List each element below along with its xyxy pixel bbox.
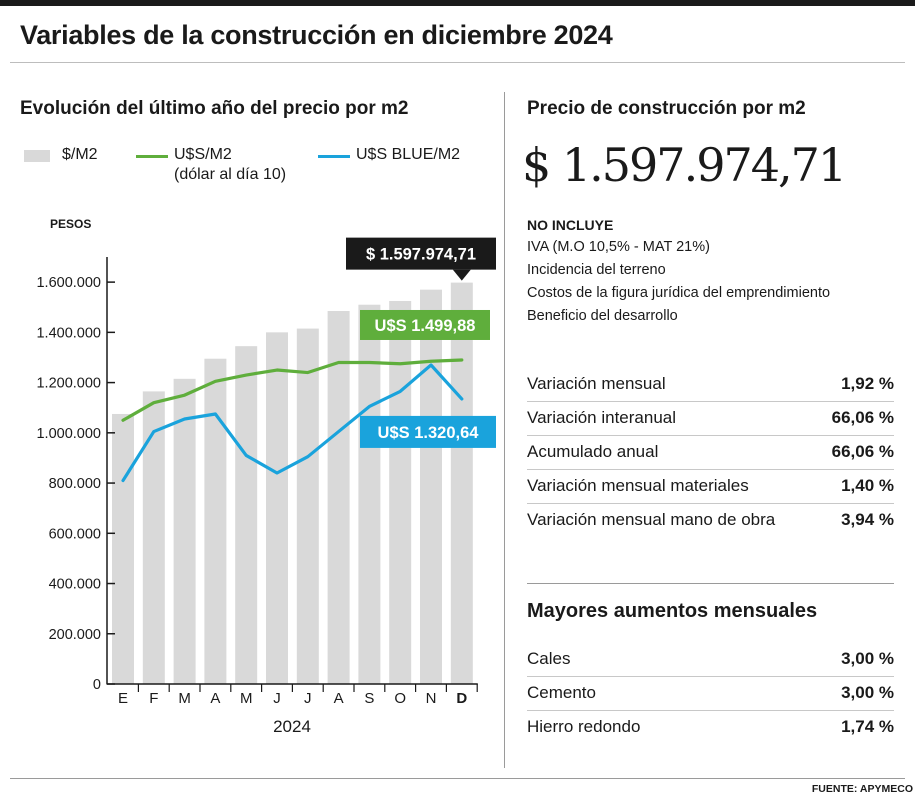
blue-callout-text: U$S 1.320,64 [378,424,480,442]
bar [389,300,412,684]
bars-layer [112,282,473,684]
y-tick-label: 1.000.000 [36,426,101,442]
footer-divider [10,778,905,779]
legend-usd-note: (dólar al día 10) [174,166,287,183]
y-tick-label: 800.000 [49,476,101,492]
title-divider [10,62,905,63]
bar [204,358,227,684]
legend-bar-swatch [24,150,50,162]
legend-blue-label: U$S BLUE/M2 [356,146,461,163]
axis-layer: 0 200.000 400.000 600.000 800.000 1.000.000 1.… [36,257,478,707]
price-chart: PESOS 0 200.000 400.000 600.000 800.000 1.000… [36,217,496,736]
y-tick-label: 200.000 [49,627,101,643]
stat-value: 66,06 % [831,408,894,427]
bar [450,282,473,684]
x-tick-label: A [210,690,220,707]
legend-bars-label: $/M2 [62,146,98,163]
x-tick-label: F [149,690,158,707]
bar [358,304,381,684]
bar [296,328,319,684]
stat-value: 66,06 % [831,442,894,461]
increase-value: 3,00 % [841,683,894,702]
excludes-item: Incidencia del terreno [527,262,666,278]
x-tick-label: M [240,690,253,707]
bar [142,391,165,684]
bar [266,332,288,684]
y-tick-label: 1.600.000 [36,275,101,291]
bar-callout-text: $ 1.597.974,71 [366,246,476,264]
price-value: $ 1.597.974,71 [522,138,847,192]
y-axis-label: PESOS [50,217,91,231]
price-title: Precio de construcción por m2 [527,98,806,119]
x-tick-label: O [394,690,406,707]
excludes-title: NO INCLUYE [527,217,614,233]
increase-label: Hierro redondo [527,717,641,736]
bar [173,378,196,684]
x-tick-label: J [273,690,281,707]
page-title: Variables de la construcción en diciembr… [20,20,613,50]
stat-row: Variación mensual 1,92 % [527,367,894,402]
lines-layer [121,358,464,483]
chart-title: Evolución del último año del precio por … [20,98,409,119]
series-line [121,363,464,483]
stat-value: 3,94 % [841,510,894,529]
callout-layer: $ 1.597.974,71 U$S 1.499,88 U$S 1.320,64 [346,237,496,448]
increase-value: 1,74 % [841,717,894,736]
y-tick-label: 400.000 [49,577,101,593]
y-tick-label: 1.200.000 [36,376,101,392]
bar [112,413,134,684]
panel-divider [504,92,505,768]
y-tick-label: 0 [93,677,101,693]
x-tick-label: M [178,690,191,707]
increase-label: Cemento [527,683,596,702]
increase-value: 3,00 % [841,649,894,668]
increase-row: Cemento 3,00 % [527,676,894,711]
top-rule [0,0,915,6]
increases-title: Mayores aumentos mensuales [527,600,818,622]
stat-value: 1,92 % [841,374,894,393]
section-divider [527,583,894,584]
increase-label: Cales [527,649,571,668]
usd-callout-text: U$S 1.499,88 [375,317,476,335]
increase-row: Hierro redondo 1,74 % [527,710,894,744]
blue-callout: U$S 1.320,64 [360,415,496,448]
bar [235,346,258,684]
excludes-item: Beneficio del desarrollo [527,308,678,324]
stat-row: Variación interanual 66,06 % [527,401,894,436]
bar-callout-pointer [452,269,471,281]
blue-callout-box [360,415,496,448]
x-tick-label: S [364,690,374,707]
legend-usd-swatch [136,155,168,158]
x-tick-label: D [456,690,467,707]
y-tick-label: 600.000 [49,526,101,542]
usd-callout-box [360,309,490,340]
stat-label: Acumulado anual [527,442,659,461]
excludes-item: Costos de la figura jurídica del emprend… [527,285,831,301]
x-axis-label: 2024 [273,717,311,736]
bar [420,289,442,684]
x-tick-label: E [118,690,128,707]
legend-usd-label: U$S/M2 [174,146,232,163]
stat-label: Variación mensual mano de obra [527,510,776,529]
excludes-item: IVA (M.O 10,5% - MAT 21%) [527,239,710,255]
bar-callout: $ 1.597.974,71 [346,237,496,281]
x-tick-label: N [426,690,437,707]
stat-label: Variación interanual [527,408,676,427]
y-tick-label: 1.400.000 [36,325,101,341]
bar [327,311,350,684]
stat-label: Variación mensual materiales [527,476,749,495]
usd-callout: U$S 1.499,88 [360,309,490,340]
stat-row: Acumulado anual 66,06 % [527,435,894,470]
x-tick-label: A [334,690,344,707]
legend-blue-swatch [318,155,350,158]
x-tick-label: J [304,690,312,707]
source-credit: FUENTE: APYMECO [811,783,913,795]
stat-label: Variación mensual [527,374,666,393]
stat-value: 1,40 % [841,476,894,495]
stat-row: Variación mensual mano de obra 3,94 % [527,503,894,537]
series-line [121,358,464,422]
bar-callout-box [346,237,496,270]
increase-row: Cales 3,00 % [527,642,894,677]
stat-row: Variación mensual materiales 1,40 % [527,469,894,504]
